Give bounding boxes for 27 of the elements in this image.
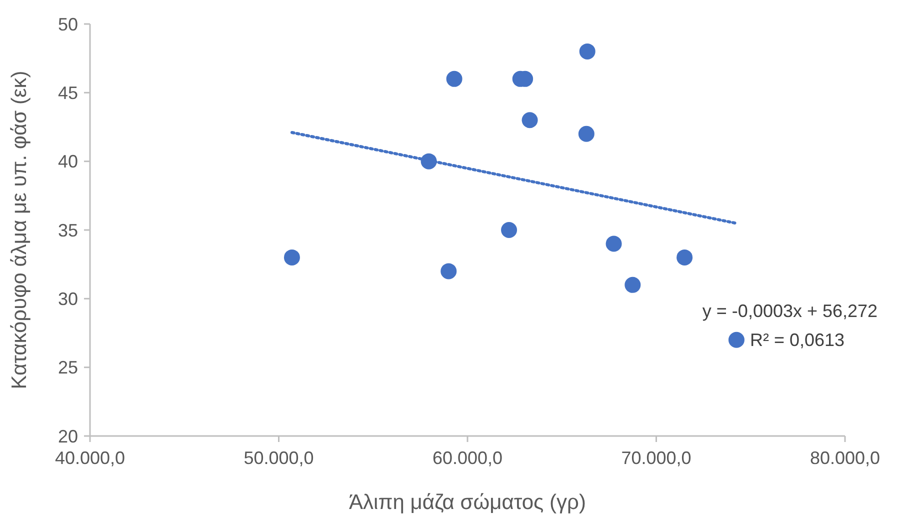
point (522, 112, 538, 128)
x-tick-label: 80.000,0 (810, 448, 880, 468)
x-tick-label: 50.000,0 (244, 448, 314, 468)
x-tick-label: 40.000,0 (54, 448, 126, 468)
x-tick-label: 70.000,0 (621, 448, 692, 468)
y-tick-label: 50 (58, 14, 78, 34)
point (606, 236, 622, 252)
point (676, 249, 693, 266)
annotation: R² = 0,0613 (750, 330, 845, 350)
point (284, 249, 300, 266)
x-tick-label: 60.000,0 (432, 448, 503, 468)
point (578, 126, 594, 142)
y-tick-label: 35 (58, 220, 78, 240)
y-tick-label: 45 (58, 82, 78, 103)
y-tick-label: 25 (58, 358, 78, 378)
x-axis-title: Άλιπη μάζα σώματος (γρ) (349, 491, 586, 514)
y-tick-label: 40 (58, 152, 78, 172)
y-tick-label: 20 (58, 426, 78, 446)
point (624, 276, 641, 293)
y-axis-title: Κατακόρυφο άλμα με υπ. φάσ (εκ) (8, 70, 31, 390)
point (446, 70, 462, 87)
point (501, 222, 518, 238)
point (579, 43, 596, 60)
point (440, 263, 457, 280)
point (728, 332, 744, 348)
annotation: y = -0,0003x + 56,272 (702, 301, 878, 321)
y-tick-label: 30 (58, 288, 78, 309)
